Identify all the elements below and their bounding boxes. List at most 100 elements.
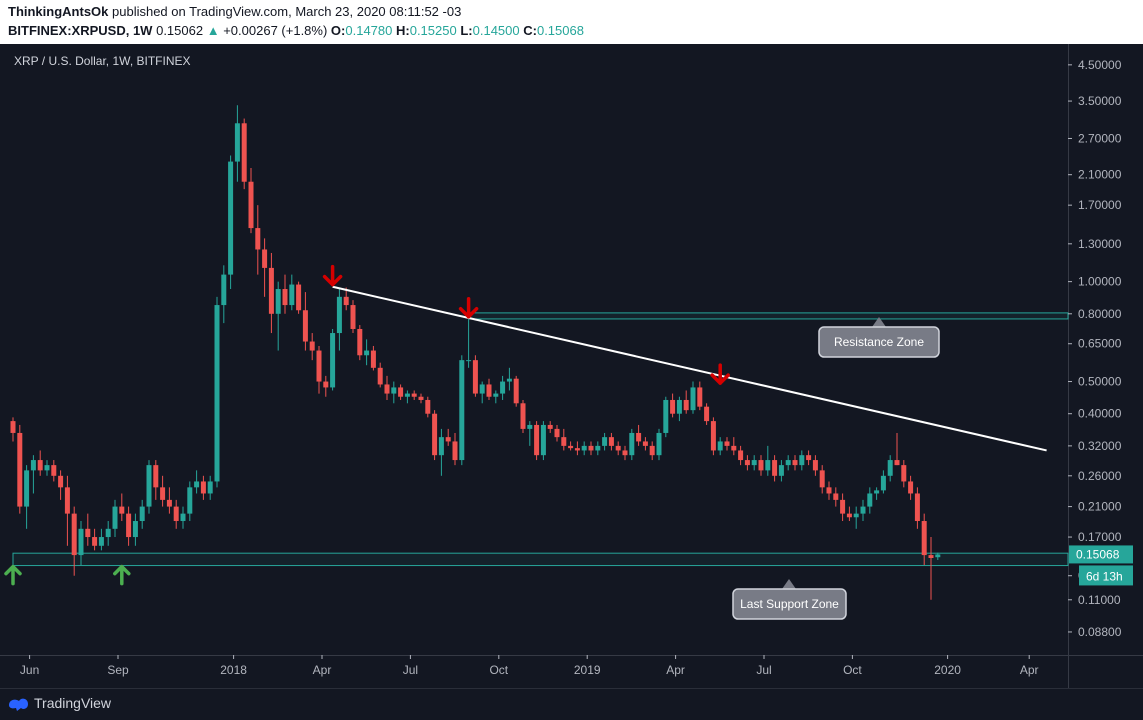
candle-body[interactable] (581, 445, 587, 451)
candle-body[interactable] (51, 465, 57, 476)
candle-body[interactable] (833, 493, 839, 500)
candle-body[interactable] (506, 378, 512, 382)
candle-body[interactable] (336, 296, 342, 334)
resistance-zone-callout[interactable]: Resistance Zone (818, 317, 940, 358)
candle-body[interactable] (935, 554, 941, 558)
candle-body[interactable] (540, 424, 546, 456)
candle-body[interactable] (105, 528, 111, 538)
candle-body[interactable] (262, 249, 268, 268)
candle-body[interactable] (173, 506, 179, 522)
candle-body[interactable] (615, 445, 621, 451)
resistance-zone[interactable] (468, 312, 1069, 320)
candle-body[interactable] (221, 274, 227, 306)
candle-body[interactable] (792, 460, 798, 466)
candle-body[interactable] (30, 460, 36, 471)
candle-body[interactable] (343, 296, 349, 306)
candle-body[interactable] (44, 465, 50, 471)
candle-body[interactable] (554, 428, 560, 438)
candle-body[interactable] (710, 421, 716, 451)
candle-body[interactable] (840, 499, 846, 514)
candle-body[interactable] (751, 460, 757, 466)
candle-body[interactable] (411, 393, 417, 397)
candle-body[interactable] (384, 384, 390, 394)
candle-body[interactable] (588, 445, 594, 451)
candle-body[interactable] (738, 450, 744, 461)
candle-body[interactable] (493, 393, 499, 397)
candle-body[interactable] (146, 465, 152, 507)
candle-body[interactable] (479, 384, 485, 394)
candle-body[interactable] (200, 481, 206, 494)
candle-body[interactable] (289, 284, 295, 306)
price-chart[interactable]: XRP / U.S. Dollar, 1W, BITFINEX 4.50000 3… (0, 44, 1143, 688)
candle-body[interactable] (194, 481, 200, 488)
candle-body[interactable] (568, 445, 574, 449)
candle-body[interactable] (629, 432, 635, 456)
candle-body[interactable] (255, 228, 261, 250)
candle-body[interactable] (370, 350, 376, 368)
candle-body[interactable] (139, 506, 145, 522)
candle-body[interactable] (418, 396, 424, 400)
candle-body[interactable] (112, 506, 118, 529)
candle-body[interactable] (744, 460, 750, 466)
tradingview-brand[interactable]: TradingView (34, 695, 112, 711)
candle-body[interactable] (772, 460, 778, 476)
candle-body[interactable] (92, 537, 98, 546)
candle-body[interactable] (119, 506, 125, 514)
candle-body[interactable] (438, 437, 444, 456)
candle-body[interactable] (663, 399, 669, 433)
candle-body[interactable] (323, 381, 329, 388)
candle-body[interactable] (24, 470, 30, 507)
candle-body[interactable] (758, 460, 764, 471)
candle-body[interactable] (78, 528, 84, 556)
candle-body[interactable] (636, 432, 642, 442)
candle-body[interactable] (364, 350, 370, 356)
candle-body[interactable] (452, 441, 458, 461)
candle-body[interactable] (717, 441, 723, 451)
candle-body[interactable] (187, 487, 193, 514)
support-zone[interactable] (12, 552, 1069, 567)
candle-body[interactable] (602, 437, 608, 446)
candle-body[interactable] (874, 490, 880, 494)
candle-body[interactable] (860, 506, 866, 514)
candle-body[interactable] (445, 437, 451, 442)
candle-body[interactable] (547, 424, 553, 429)
candle-body[interactable] (302, 310, 308, 342)
candle-body[interactable] (649, 445, 655, 456)
candle-body[interactable] (901, 465, 907, 482)
candle-body[interactable] (785, 460, 791, 466)
candle-body[interactable] (85, 528, 91, 538)
candle-body[interactable] (778, 465, 784, 476)
candle-body[interactable] (207, 481, 213, 494)
candle-body[interactable] (697, 387, 703, 407)
candle-body[interactable] (595, 445, 601, 451)
candle-body[interactable] (690, 387, 696, 411)
candle-body[interactable] (309, 341, 315, 351)
candle-body[interactable] (234, 123, 240, 162)
author-name[interactable]: ThinkingAntsOk (8, 4, 109, 19)
candle-body[interactable] (404, 393, 410, 397)
candle-body[interactable] (37, 460, 43, 471)
candle-body[interactable] (887, 460, 893, 476)
candle-body[interactable] (534, 424, 540, 456)
candle-body[interactable] (819, 470, 825, 488)
candle-body[interactable] (241, 123, 247, 182)
candle-body[interactable] (282, 289, 288, 306)
candle-body[interactable] (561, 437, 567, 446)
candle-body[interactable] (670, 399, 676, 414)
candle-body[interactable] (574, 448, 580, 451)
candle-body[interactable] (520, 403, 526, 429)
candle-body[interactable] (765, 460, 771, 471)
candle-body[interactable] (10, 421, 16, 433)
candle-body[interactable] (296, 284, 302, 311)
candle-body[interactable] (880, 475, 886, 491)
candle-body[interactable] (153, 465, 159, 488)
candle-body[interactable] (126, 513, 132, 538)
candle-body[interactable] (377, 367, 383, 385)
candle-body[interactable] (98, 537, 104, 546)
candle-body[interactable] (867, 493, 873, 507)
candle-body[interactable] (466, 360, 472, 362)
candle-body[interactable] (622, 450, 628, 456)
candle-body[interactable] (17, 432, 23, 507)
candle-body[interactable] (704, 406, 710, 422)
candle-body[interactable] (676, 399, 682, 414)
